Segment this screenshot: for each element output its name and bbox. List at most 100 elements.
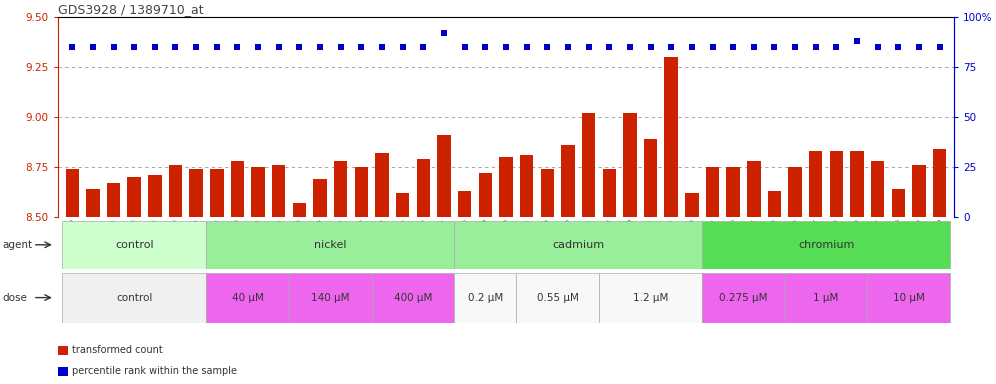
Bar — [87, 189, 100, 217]
Text: 140 μM: 140 μM — [311, 293, 350, 303]
Bar — [541, 169, 554, 217]
Bar — [454, 273, 516, 323]
Bar — [809, 151, 823, 217]
Text: control: control — [115, 240, 153, 250]
Text: cadmium: cadmium — [552, 240, 605, 250]
Bar — [66, 169, 79, 217]
Bar — [375, 153, 388, 217]
Bar — [868, 273, 950, 323]
Bar — [664, 57, 678, 217]
Bar — [747, 161, 761, 217]
Bar — [702, 273, 785, 323]
Text: transformed count: transformed count — [72, 345, 162, 355]
Point — [890, 44, 906, 50]
Text: percentile rank within the sample: percentile rank within the sample — [72, 366, 237, 376]
Bar — [785, 273, 868, 323]
Bar — [458, 191, 471, 217]
Bar — [685, 193, 698, 217]
Point — [663, 44, 679, 50]
Point — [126, 44, 142, 50]
Bar — [355, 167, 369, 217]
Point — [167, 44, 183, 50]
Bar — [416, 159, 430, 217]
Bar — [231, 161, 244, 217]
Point — [415, 44, 431, 50]
Point — [188, 44, 204, 50]
Point — [767, 44, 783, 50]
Point — [539, 44, 555, 50]
Point — [931, 44, 947, 50]
Bar — [872, 161, 884, 217]
Text: 10 μM: 10 μM — [892, 293, 924, 303]
Bar — [623, 113, 636, 217]
Point — [911, 44, 927, 50]
Point — [436, 30, 452, 36]
Bar — [768, 191, 781, 217]
Bar — [289, 273, 372, 323]
Point — [704, 44, 720, 50]
Bar — [127, 177, 140, 217]
Text: nickel: nickel — [314, 240, 347, 250]
Bar — [561, 145, 575, 217]
Bar — [437, 135, 451, 217]
Bar — [206, 221, 454, 269]
Point — [808, 44, 824, 50]
Point — [394, 44, 410, 50]
Point — [850, 38, 866, 44]
Bar — [599, 273, 702, 323]
Point — [787, 44, 803, 50]
Point — [519, 44, 535, 50]
Bar — [148, 175, 161, 217]
Bar — [603, 169, 616, 217]
Bar — [520, 155, 533, 217]
Point — [65, 44, 81, 50]
Bar — [251, 167, 265, 217]
Text: agent: agent — [2, 240, 32, 250]
Bar — [107, 183, 121, 217]
Bar — [789, 167, 802, 217]
Bar — [210, 169, 223, 217]
Bar — [372, 273, 454, 323]
Bar — [726, 167, 740, 217]
Bar — [206, 273, 289, 323]
Point — [209, 44, 225, 50]
Bar — [454, 221, 702, 269]
Point — [229, 44, 245, 50]
Bar — [702, 221, 950, 269]
Bar — [189, 169, 203, 217]
Bar — [891, 189, 905, 217]
Point — [725, 44, 741, 50]
Bar — [933, 149, 946, 217]
Text: 1 μM: 1 μM — [814, 293, 839, 303]
Bar — [168, 165, 182, 217]
Text: 0.55 μM: 0.55 μM — [537, 293, 579, 303]
Text: chromium: chromium — [798, 240, 855, 250]
Bar — [582, 113, 596, 217]
Point — [829, 44, 845, 50]
Bar — [479, 173, 492, 217]
Text: GDS3928 / 1389710_at: GDS3928 / 1389710_at — [58, 3, 203, 16]
Bar — [293, 203, 306, 217]
Bar — [272, 165, 286, 217]
Point — [642, 44, 658, 50]
Point — [312, 44, 328, 50]
Point — [622, 44, 637, 50]
Bar — [516, 273, 599, 323]
Bar — [643, 139, 657, 217]
Point — [560, 44, 576, 50]
Bar — [334, 161, 348, 217]
Point — [477, 44, 493, 50]
Point — [581, 44, 597, 50]
Bar — [396, 193, 409, 217]
Point — [498, 44, 514, 50]
Point — [602, 44, 618, 50]
Bar — [706, 167, 719, 217]
Bar — [851, 151, 864, 217]
Point — [333, 44, 349, 50]
Point — [85, 44, 101, 50]
Bar — [830, 151, 844, 217]
Bar — [499, 157, 513, 217]
Point — [106, 44, 122, 50]
Point — [292, 44, 308, 50]
Text: dose: dose — [2, 293, 27, 303]
